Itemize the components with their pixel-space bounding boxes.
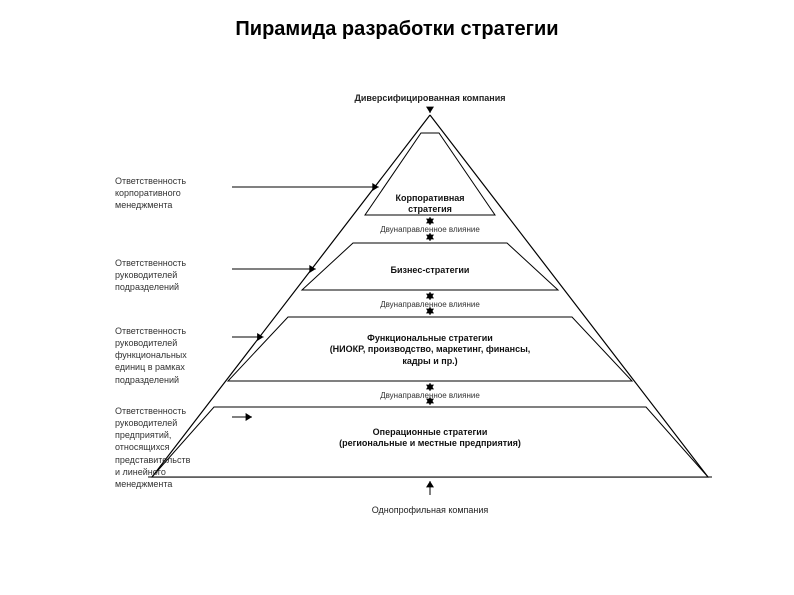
level-label-2: Функциональные стратегии(НИОКР, производ… [260, 333, 600, 367]
level-label-3: Операционные стратегии(региональные и ме… [230, 427, 630, 450]
side-label-1: Ответственностьруководителейподразделени… [115, 257, 235, 293]
level-label-0: Корпоративнаястратегия [330, 193, 530, 216]
side-label-0: Ответственностькорпоративногоменеджмента [115, 175, 235, 211]
pyramid-diagram: Диверсифицированная компания Однопрофиль… [0, 85, 794, 575]
level-label-1: Бизнес-стратегии [300, 265, 560, 276]
side-label-2: Ответственностьруководителейфункциональн… [115, 325, 235, 386]
side-label-3: Ответственностьруководителейпредприятий,… [115, 405, 235, 490]
link-label-2: Двунаправленное влияние [330, 300, 530, 309]
link-label-3: Двунаправленное влияние [330, 391, 530, 400]
top-caption: Диверсифицированная компания [330, 93, 530, 103]
page-title: Пирамида разработки стратегии [0, 0, 794, 41]
bottom-caption: Однопрофильная компания [330, 505, 530, 515]
link-label-1: Двунаправленное влияние [330, 225, 530, 234]
